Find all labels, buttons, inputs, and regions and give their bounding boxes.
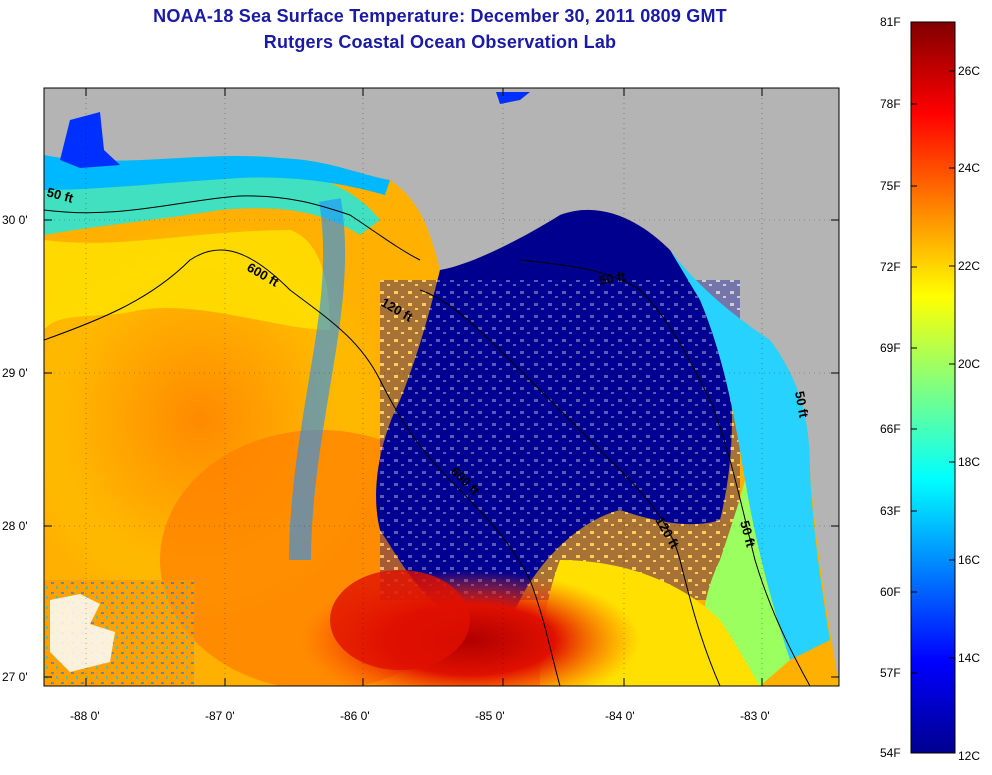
contour-label: 50 ft — [598, 268, 628, 288]
map-frame — [43, 87, 840, 687]
colorbar-label-f: 72F — [880, 260, 901, 274]
colorbar-label-c: 20C — [958, 357, 980, 371]
contour-120ft — [419, 289, 721, 686]
map-canvas — [44, 88, 839, 686]
lon-label: -84 0' — [605, 709, 635, 723]
lat-label: 30 0' — [2, 213, 28, 227]
lon-label: -87 0' — [205, 709, 235, 723]
contour-50ft — [44, 195, 421, 261]
colorbar-label-c: 18C — [958, 455, 980, 469]
lat-label: 29 0' — [2, 366, 28, 380]
map-title: NOAA-18 Sea Surface Temperature: Decembe… — [153, 6, 727, 26]
colorbar-label-c: 22C — [958, 259, 980, 273]
contour-50ft-east — [519, 259, 811, 686]
colorbar-label-c: 24C — [958, 161, 980, 175]
colorbar-label-f: 78F — [880, 97, 901, 111]
lon-label: -83 0' — [740, 709, 770, 723]
colorbar-label-f: 63F — [880, 504, 901, 518]
coastal-band-west — [44, 170, 380, 235]
colorbar: 81F 78F 75F 72F 69F 66F 63F 60F 57F 54F … — [880, 15, 980, 763]
contour-label: 50 ft — [792, 390, 812, 420]
colorbar-label-c: 12C — [958, 749, 980, 763]
colorbar-label-f: 57F — [880, 666, 901, 680]
colorbar-label-c: 26C — [958, 64, 980, 78]
colorbar-label-f: 54F — [880, 746, 901, 760]
colorbar-label-f: 66F — [880, 422, 901, 436]
map-subtitle: Rutgers Coastal Ocean Observation Lab — [263, 32, 617, 52]
coastal-band-east — [670, 250, 830, 660]
cloud-speckle — [380, 280, 740, 600]
colorbar-label-f: 81F — [880, 15, 901, 29]
lat-label: 28 0' — [2, 519, 28, 533]
contour-600ft — [44, 249, 561, 686]
lon-label: -88 0' — [70, 709, 100, 723]
bay-inlet — [60, 112, 120, 168]
colorbar-label-f: 60F — [880, 585, 901, 599]
hot-spot-core — [330, 570, 470, 670]
cloud-patch-west — [50, 594, 115, 672]
colorbar-label-c: 14C — [958, 651, 980, 665]
colorbar-label-c: 16C — [958, 553, 980, 567]
lat-label: 27 0' — [2, 670, 28, 684]
colorbar-gradient — [910, 21, 956, 754]
shelf-yellow — [44, 230, 330, 330]
bay-inlet-north — [496, 92, 530, 104]
coastal-band-cyan — [44, 155, 390, 195]
lon-label: -86 0' — [340, 709, 370, 723]
colorbar-label-f: 69F — [880, 341, 901, 355]
tick-marks — [44, 88, 839, 686]
lon-label: -85 0' — [475, 709, 505, 723]
contour-label: 50 ft — [737, 519, 759, 549]
colorbar-label-f: 75F — [880, 179, 901, 193]
cool-plume — [289, 198, 346, 561]
contour-label: 50 ft — [45, 184, 75, 206]
